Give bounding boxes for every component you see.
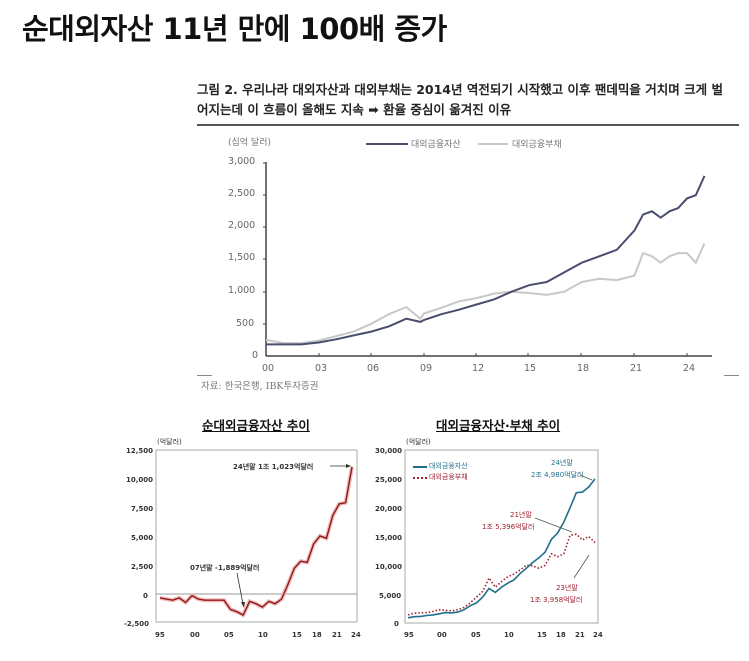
right-y-10000: 10,000 bbox=[375, 563, 403, 571]
x-tick-12: 12 bbox=[472, 363, 485, 374]
legend-swatch-liabilities bbox=[478, 143, 508, 145]
left-x-00: 00 bbox=[190, 631, 200, 639]
right-y-5000: 5,000 bbox=[379, 592, 402, 600]
right-legend-label-liabilities: 대외금융부채 bbox=[429, 473, 468, 481]
right-annotation-23-year: 23년말 bbox=[556, 584, 578, 592]
left-x-15: 15 bbox=[292, 631, 302, 639]
right-y-30000: 30,000 bbox=[375, 447, 403, 455]
source-rule-right bbox=[724, 375, 739, 376]
left-y-2500: 2,500 bbox=[131, 563, 154, 571]
legend-label-assets: 대외금융자산 bbox=[411, 140, 461, 150]
right-y-20000: 20,000 bbox=[375, 505, 403, 513]
right-23-arrow bbox=[573, 554, 590, 579]
right-x-15: 15 bbox=[537, 631, 547, 639]
y-tick-2500: 2,500 bbox=[228, 188, 256, 199]
right-annotation-24-value: 2조 4,980억달러 bbox=[531, 471, 584, 479]
right-x-05: 05 bbox=[471, 631, 481, 639]
headline: 순대외자산 11년 만에 100배 증가 bbox=[22, 12, 447, 46]
top-chart-unit: (십억 달러) bbox=[228, 138, 272, 148]
y-tick-3000: 3,000 bbox=[228, 156, 256, 167]
left-x-05: 05 bbox=[224, 631, 234, 639]
right-y-15000: 15,000 bbox=[375, 534, 403, 542]
left-annotation-low: 07년말 -1,889억달러 bbox=[190, 564, 260, 572]
right-annotation-24-year: 24년말 bbox=[551, 459, 573, 467]
left-x-21: 21 bbox=[332, 631, 342, 639]
y-tick-1500: 1,500 bbox=[228, 252, 256, 263]
left-y-5000: 5,000 bbox=[131, 534, 154, 542]
left-y-12500: 12,500 bbox=[126, 447, 154, 455]
caption-divider bbox=[197, 124, 739, 126]
right-x-00: 00 bbox=[437, 631, 447, 639]
left-y-minus2500: -2,500 bbox=[124, 620, 150, 628]
left-x-24: 24 bbox=[351, 631, 361, 639]
right-x-10: 10 bbox=[504, 631, 514, 639]
top-chart-axes bbox=[263, 162, 712, 357]
left-annotation-peak: 24년말 1조 1,023억달러 bbox=[233, 463, 314, 471]
right-21-arrow bbox=[534, 517, 573, 533]
right-x-95: 95 bbox=[404, 631, 414, 639]
source-rule-left bbox=[197, 375, 212, 376]
right-annotation-23-value: 1조 3,958억달러 bbox=[530, 596, 583, 604]
top-liabilities-line bbox=[265, 242, 706, 345]
figure-caption: 그림 2. 우리나라 대외자산과 대외부채는 2014년 역전되기 시작했고 이… bbox=[197, 80, 737, 120]
top-assets-line bbox=[266, 175, 706, 346]
x-tick-24: 24 bbox=[683, 363, 696, 374]
x-tick-15: 15 bbox=[524, 363, 537, 374]
right-assets-line bbox=[407, 478, 596, 619]
left-low-arrow bbox=[236, 572, 244, 605]
left-x-18: 18 bbox=[312, 631, 322, 639]
right-chart-title: 대외금융자산·부채 추이 bbox=[436, 418, 561, 433]
right-y-25000: 25,000 bbox=[375, 476, 403, 484]
right-legend-swatch-assets bbox=[413, 466, 427, 468]
x-tick-03: 03 bbox=[315, 363, 328, 374]
left-chart-title: 순대외금융자산 추이 bbox=[202, 418, 310, 433]
x-tick-06: 06 bbox=[367, 363, 380, 374]
left-x-10: 10 bbox=[258, 631, 268, 639]
net-assets-line bbox=[159, 466, 353, 616]
right-legend-swatch-liabilities bbox=[413, 477, 427, 479]
right-legend-label-assets: 대외금융자산 bbox=[429, 462, 468, 470]
left-y-7500: 7,500 bbox=[131, 505, 154, 513]
figure-caption-line2: 어지는데 이 흐름이 올해도 지속 ➡ 환율 중심이 옮겨진 이유 bbox=[197, 102, 512, 117]
left-y-0: 0 bbox=[143, 592, 148, 600]
right-x-21: 21 bbox=[575, 631, 585, 639]
right-x-24: 24 bbox=[593, 631, 603, 639]
left-chart-frame bbox=[155, 449, 358, 623]
right-y-0: 0 bbox=[394, 620, 399, 628]
figure-caption-line1: 그림 2. 우리나라 대외자산과 대외부채는 2014년 역전되기 시작했고 이… bbox=[197, 82, 723, 97]
right-chart-frame bbox=[404, 449, 599, 624]
legend-swatch-assets bbox=[366, 143, 408, 145]
y-tick-0: 0 bbox=[252, 350, 259, 361]
right-x-18: 18 bbox=[556, 631, 566, 639]
x-tick-18: 18 bbox=[577, 363, 590, 374]
left-y-10000: 10,000 bbox=[126, 476, 154, 484]
right-annotation-21-value: 1조 5,396억달러 bbox=[482, 523, 535, 531]
y-tick-500: 500 bbox=[236, 318, 255, 329]
right-24-arrow bbox=[579, 474, 593, 481]
x-tick-00: 00 bbox=[262, 363, 275, 374]
left-chart-unit: (억달러) bbox=[157, 438, 182, 446]
legend-label-liabilities: 대외금융부채 bbox=[512, 140, 562, 150]
x-tick-21: 21 bbox=[630, 363, 643, 374]
left-low-arrowhead bbox=[241, 602, 245, 608]
right-chart-unit: (억달러) bbox=[406, 438, 431, 446]
left-x-95: 95 bbox=[155, 631, 165, 639]
left-peak-arrowhead bbox=[346, 464, 351, 468]
net-assets-glow bbox=[159, 466, 354, 618]
y-tick-2000: 2,000 bbox=[228, 220, 256, 231]
right-annotation-21-year: 21년말 bbox=[510, 511, 532, 519]
source-note: 자료: 한국은행, IBK투자증권 bbox=[201, 381, 319, 392]
x-tick-09: 09 bbox=[420, 363, 433, 374]
right-liabilities-line bbox=[407, 533, 596, 616]
y-tick-1000: 1,000 bbox=[228, 285, 256, 296]
